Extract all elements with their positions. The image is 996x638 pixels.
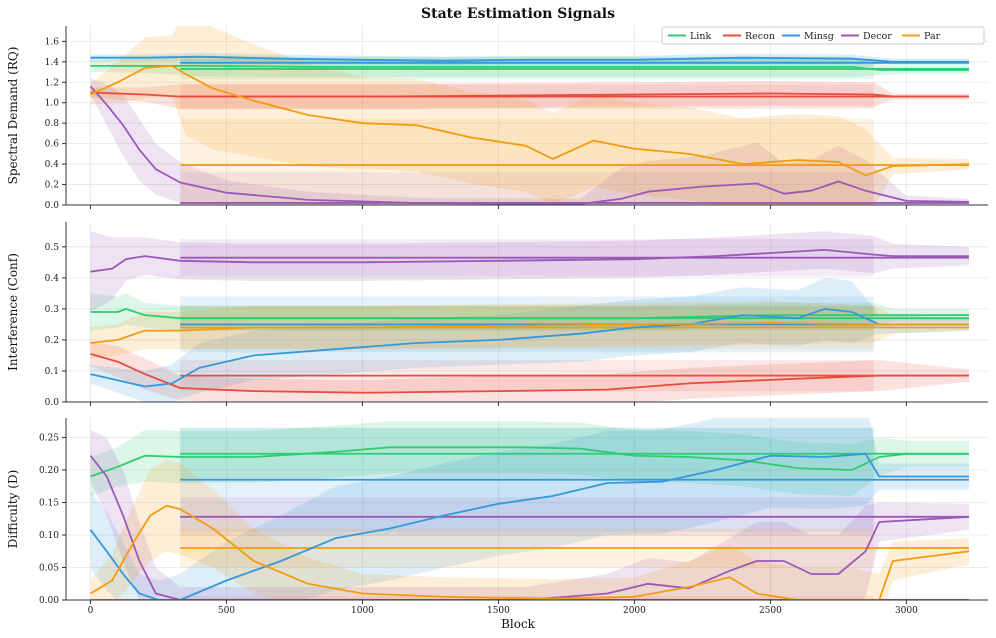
y-tick-label: 0.00: [39, 596, 59, 606]
legend: Link Recon Minsg Decor Par: [661, 26, 985, 45]
y-tick-label: 0.05: [39, 564, 59, 574]
panel-1: 0.0 0.2 0.4 0.6 0.8 1.0 1.2 1.4 1.6 Spectral Dema…: [6, 26, 988, 211]
panel-3: 0.00 0.05 0.10 0.15 0.20 0.25 0 500 1000 1500 2000…: [6, 418, 988, 616]
legend-frame: [661, 26, 985, 45]
panel-2: 0.0 0.1 0.2 0.3 0.4 0.5 Interference (Conf): [6, 222, 988, 408]
const-band-par: [180, 119, 874, 205]
series-line-par: [90, 504, 970, 600]
y-tick-label: 0.6: [45, 140, 60, 150]
y-tick-label: 0.3: [45, 305, 60, 315]
legend-label-par: Par: [924, 31, 941, 42]
legend-label-minsg: Minsg: [804, 31, 834, 42]
series-line-link: [90, 308, 969, 320]
x-tick-label: 0: [88, 606, 94, 616]
band-recon: [90, 341, 969, 402]
series-group: [90, 231, 969, 402]
series-line-minsg: [90, 55, 969, 63]
legend-label-decor: Decor: [863, 31, 892, 42]
x-tick-label: 2500: [759, 606, 782, 616]
chart-title: State Estimation Signals: [421, 6, 615, 22]
band-decor: [90, 231, 969, 312]
series-line-link: [90, 65, 969, 71]
band-decor: [90, 429, 969, 600]
series-group: [89, 418, 970, 600]
band-link: [90, 421, 969, 496]
band-decor: [90, 78, 969, 205]
y-axis-label: Interference (Conf): [6, 253, 20, 371]
band-par: [90, 26, 969, 205]
legend-label-link: Link: [690, 31, 711, 42]
y-tick-label: 0.4: [45, 274, 60, 284]
series-line-decor: [90, 249, 969, 273]
band-link: [90, 293, 969, 331]
series-line-recon: [90, 91, 969, 98]
series-line-minsg: [89, 452, 969, 600]
y-tick-label: 0.2: [45, 181, 59, 191]
y-tick-label: 0.0: [45, 398, 60, 408]
legend-label-recon: Recon: [745, 31, 775, 42]
series-line-par: [90, 65, 970, 177]
y-tick-label: 0.4: [45, 160, 60, 170]
x-axis-label: Block: [501, 617, 536, 631]
y-tick-label: 0.8: [45, 119, 60, 129]
y-tick-label: 0.2: [45, 336, 59, 346]
series-line-par: [90, 322, 969, 344]
x-tick-label: 2000: [623, 606, 646, 616]
series-line-recon: [90, 353, 969, 394]
series-line-minsg: [90, 308, 969, 388]
y-axis-label: Difficulty (D): [6, 470, 20, 549]
y-tick-label: 0.25: [39, 434, 59, 444]
series-line-decor: [89, 85, 970, 205]
x-tick-label: 1500: [487, 606, 510, 616]
y-axis-label: Spectral Demand (RQ): [6, 47, 20, 185]
band-par: [90, 460, 969, 600]
series-group: [89, 26, 970, 205]
y-tick-label: 0.5: [45, 243, 60, 253]
band-minsg: [90, 418, 969, 600]
series-line-link: [90, 446, 969, 478]
series-line-decor: [89, 455, 970, 600]
y-tick-label: 1.0: [45, 99, 60, 109]
x-tick-label: 1000: [351, 606, 374, 616]
y-tick-label: 0.1: [45, 367, 59, 377]
y-tick-label: 1.6: [45, 37, 60, 47]
y-tick-label: 0.15: [39, 499, 59, 509]
x-tick-label: 3000: [895, 606, 918, 616]
y-tick-label: 1.2: [45, 78, 59, 88]
y-tick-label: 0.0: [45, 201, 60, 211]
x-tick-label: 500: [218, 606, 235, 616]
band-minsg: [90, 52, 969, 65]
y-tick-label: 0.20: [39, 466, 59, 476]
y-tick-label: 0.10: [39, 531, 59, 541]
band-minsg: [90, 277, 969, 402]
y-tick-label: 1.4: [45, 58, 60, 68]
